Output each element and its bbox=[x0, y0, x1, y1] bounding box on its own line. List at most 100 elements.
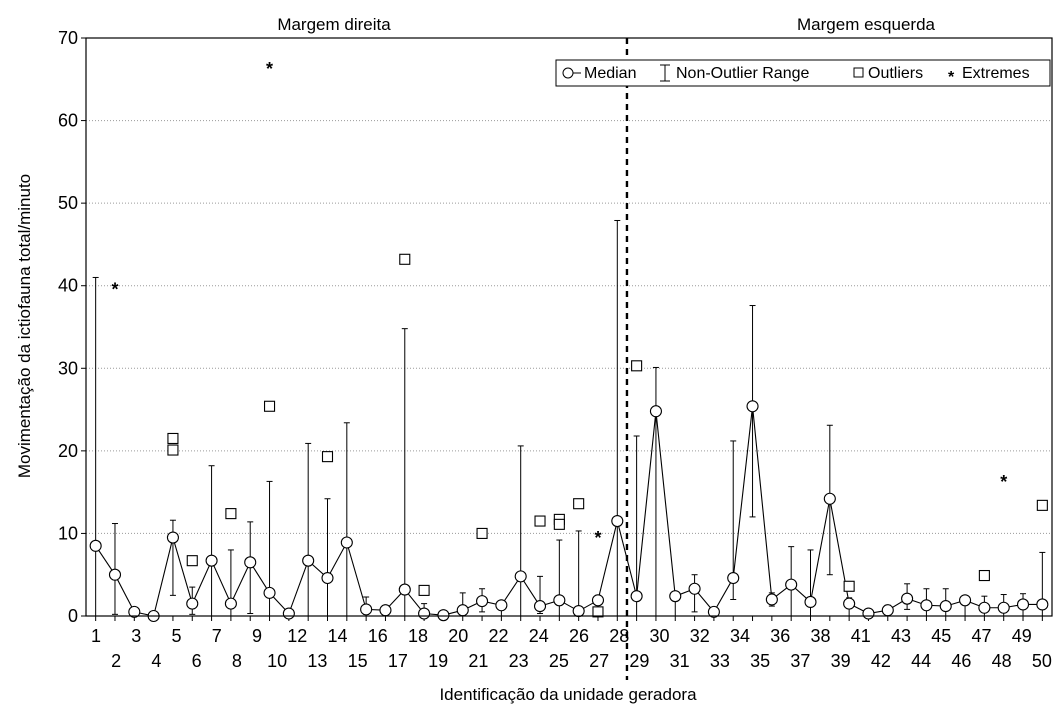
median-point bbox=[707, 605, 720, 618]
x-tick-label: 13 bbox=[307, 651, 327, 671]
x-tick-label: 36 bbox=[770, 626, 790, 646]
data-marks: * * * * bbox=[89, 59, 1049, 623]
x-tick-label: 46 bbox=[951, 651, 971, 671]
x-tick-label: 20 bbox=[448, 626, 468, 646]
median-point bbox=[591, 594, 605, 607]
median-point bbox=[804, 595, 817, 609]
median-point bbox=[224, 597, 237, 610]
outlier-point bbox=[631, 360, 643, 372]
x-tick-label: 32 bbox=[690, 626, 710, 646]
outlier-point bbox=[321, 451, 334, 463]
x-tick-label: 33 bbox=[710, 651, 730, 671]
section-label-margem-esquerda: Margem esquerda bbox=[797, 15, 936, 34]
median-point bbox=[476, 595, 489, 608]
x-tick-label: 25 bbox=[549, 651, 569, 671]
x-tick-label: 23 bbox=[509, 651, 529, 671]
outlier-point bbox=[1036, 499, 1048, 511]
median-point bbox=[553, 594, 566, 607]
median-point bbox=[997, 601, 1010, 614]
median-point bbox=[746, 400, 759, 413]
x-tick-label: 9 bbox=[252, 626, 262, 646]
median-point bbox=[398, 583, 411, 596]
legend-median-label: Median bbox=[584, 65, 636, 82]
median-point bbox=[765, 593, 778, 606]
median-point bbox=[418, 607, 431, 620]
x-tick-label: 31 bbox=[670, 651, 690, 671]
x-axis: 1234567891012131415161718192021222324252… bbox=[91, 616, 1052, 671]
median-point bbox=[630, 590, 643, 603]
outlier-point bbox=[418, 584, 430, 596]
median-point bbox=[881, 604, 894, 617]
x-tick-label: 48 bbox=[992, 651, 1012, 671]
x-tick-label: 6 bbox=[192, 651, 202, 671]
x-tick-label: 2 bbox=[111, 651, 121, 671]
extreme-point: * bbox=[1000, 472, 1007, 492]
median-point bbox=[495, 599, 508, 612]
x-tick-label: 12 bbox=[287, 626, 307, 646]
median-point bbox=[823, 492, 836, 505]
x-tick-label: 1 bbox=[91, 626, 101, 646]
median-point bbox=[978, 601, 991, 614]
legend-extremes-label: Extremes bbox=[962, 65, 1030, 82]
y-tick-label: 10 bbox=[58, 523, 78, 543]
median-point bbox=[302, 554, 315, 567]
section-label-margem-direita: Margem direita bbox=[277, 15, 391, 34]
extreme-point: * bbox=[266, 59, 273, 79]
y-axis: 0 10 20 30 40 50 60 70 bbox=[58, 28, 86, 626]
legend-outlier-symbol bbox=[853, 67, 864, 78]
x-tick-label: 50 bbox=[1032, 651, 1052, 671]
outlier-point bbox=[167, 432, 179, 445]
x-tick-label: 27 bbox=[589, 651, 609, 671]
x-tick-label: 42 bbox=[871, 651, 891, 671]
median-point bbox=[379, 604, 392, 617]
x-tick-label: 21 bbox=[468, 651, 488, 671]
extreme-point: * bbox=[111, 279, 118, 299]
median-point bbox=[669, 590, 682, 603]
median-point bbox=[360, 603, 373, 616]
x-tick-label: 14 bbox=[328, 626, 348, 646]
x-tick-label: 10 bbox=[267, 651, 287, 671]
outlier-point bbox=[843, 580, 855, 592]
legend-extreme-symbol: * bbox=[948, 69, 955, 86]
x-tick-label: 49 bbox=[1012, 626, 1032, 646]
x-tick-label: 30 bbox=[650, 626, 670, 646]
outlier-point bbox=[573, 498, 585, 510]
legend-median-symbol bbox=[562, 67, 574, 79]
median-point bbox=[727, 571, 740, 585]
extreme-point: * bbox=[594, 528, 601, 548]
x-tick-label: 17 bbox=[388, 651, 408, 671]
outlier-point bbox=[225, 508, 237, 520]
outlier-point bbox=[186, 555, 198, 567]
median-point bbox=[843, 597, 856, 610]
x-tick-label: 15 bbox=[348, 651, 368, 671]
outlier-point bbox=[534, 515, 546, 527]
x-tick-label: 7 bbox=[212, 626, 222, 646]
median-point bbox=[785, 578, 798, 591]
x-tick-label: 37 bbox=[790, 651, 810, 671]
x-tick-label: 41 bbox=[851, 626, 871, 646]
y-tick-label: 20 bbox=[58, 441, 78, 461]
legend-range-symbol bbox=[660, 64, 670, 82]
y-axis-label: Movimentação da ictiofauna total/minuto bbox=[15, 174, 34, 478]
x-tick-label: 28 bbox=[609, 626, 629, 646]
x-tick-label: 35 bbox=[750, 651, 770, 671]
legend: Median Non-Outlier Range Outliers * Extr… bbox=[555, 59, 1051, 87]
x-tick-label: 18 bbox=[408, 626, 428, 646]
median-point bbox=[611, 514, 624, 528]
median-point bbox=[166, 531, 179, 544]
x-tick-label: 3 bbox=[131, 626, 141, 646]
median-point bbox=[920, 599, 933, 612]
outlier-point bbox=[167, 444, 179, 456]
plot-frame bbox=[85, 37, 1053, 617]
median-point bbox=[321, 571, 334, 585]
median-point bbox=[1016, 598, 1030, 611]
outlier-point bbox=[978, 569, 990, 582]
median-point bbox=[862, 607, 875, 620]
x-tick-label: 8 bbox=[232, 651, 242, 671]
median-point bbox=[688, 582, 701, 595]
x-axis-label: Identificação da unidade geradora bbox=[439, 685, 697, 704]
y-tick-label: 0 bbox=[68, 606, 78, 626]
median-point bbox=[1036, 598, 1049, 611]
median-point bbox=[456, 604, 469, 617]
y-tick-label: 50 bbox=[58, 193, 78, 213]
